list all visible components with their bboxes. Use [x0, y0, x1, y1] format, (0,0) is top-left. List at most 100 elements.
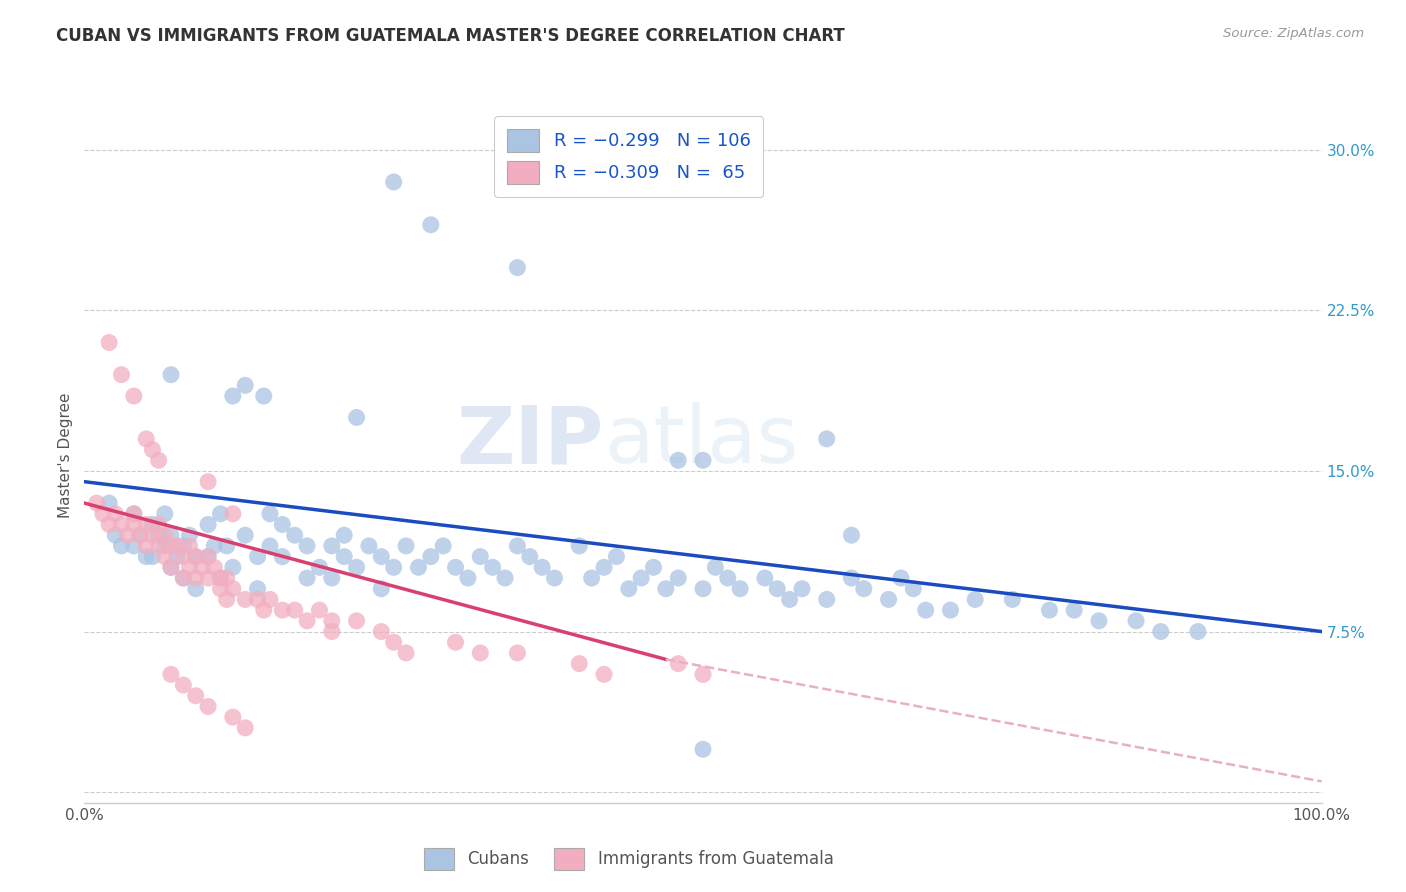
Point	[395, 539, 418, 553]
Point	[346, 614, 368, 628]
Point	[717, 571, 740, 585]
Point	[903, 582, 925, 596]
Point	[617, 582, 640, 596]
Point	[191, 560, 214, 574]
Point	[184, 549, 207, 564]
Point	[506, 260, 529, 275]
Point	[91, 507, 114, 521]
Point	[333, 528, 356, 542]
Point	[321, 624, 343, 639]
Point	[197, 549, 219, 564]
Point	[877, 592, 900, 607]
Point	[197, 517, 219, 532]
Point	[531, 560, 554, 574]
Point	[172, 678, 194, 692]
Point	[253, 389, 276, 403]
Point	[215, 592, 238, 607]
Point	[259, 539, 281, 553]
Point	[295, 539, 318, 553]
Point	[222, 507, 245, 521]
Point	[153, 539, 176, 553]
Point	[135, 549, 157, 564]
Point	[209, 571, 232, 585]
Point	[666, 657, 689, 671]
Point	[965, 592, 987, 607]
Point	[444, 635, 467, 649]
Point	[253, 603, 276, 617]
Point	[98, 517, 121, 532]
Point	[172, 539, 194, 553]
Point	[160, 528, 183, 542]
Point	[382, 635, 405, 649]
Point	[370, 549, 392, 564]
Point	[197, 549, 219, 564]
Point	[346, 410, 368, 425]
Point	[135, 539, 157, 553]
Point	[321, 571, 343, 585]
Point	[271, 603, 294, 617]
Point	[308, 560, 330, 574]
Point	[284, 528, 307, 542]
Point	[1187, 624, 1209, 639]
Point	[148, 517, 170, 532]
Point	[568, 657, 591, 671]
Point	[172, 571, 194, 585]
Point	[939, 603, 962, 617]
Point	[172, 571, 194, 585]
Point	[666, 453, 689, 467]
Point	[184, 582, 207, 596]
Point	[470, 549, 492, 564]
Point	[728, 582, 751, 596]
Point	[841, 528, 863, 542]
Point	[841, 571, 863, 585]
Point	[1125, 614, 1147, 628]
Point	[506, 646, 529, 660]
Point	[246, 592, 269, 607]
Point	[333, 549, 356, 564]
Point	[655, 582, 678, 596]
Point	[160, 667, 183, 681]
Point	[153, 549, 176, 564]
Point	[135, 432, 157, 446]
Point	[1150, 624, 1173, 639]
Point	[419, 218, 441, 232]
Text: CUBAN VS IMMIGRANTS FROM GUATEMALA MASTER'S DEGREE CORRELATION CHART: CUBAN VS IMMIGRANTS FROM GUATEMALA MASTE…	[56, 27, 845, 45]
Point	[593, 560, 616, 574]
Point	[481, 560, 503, 574]
Point	[197, 571, 219, 585]
Point	[209, 582, 232, 596]
Point	[419, 549, 441, 564]
Point	[141, 528, 163, 542]
Point	[766, 582, 789, 596]
Point	[1001, 592, 1024, 607]
Point	[110, 517, 132, 532]
Point	[506, 539, 529, 553]
Point	[104, 507, 127, 521]
Point	[704, 560, 727, 574]
Point	[308, 603, 330, 617]
Point	[432, 539, 454, 553]
Point	[852, 582, 875, 596]
Point	[148, 453, 170, 467]
Point	[141, 549, 163, 564]
Point	[179, 560, 201, 574]
Point	[153, 528, 176, 542]
Point	[470, 646, 492, 660]
Point	[1063, 603, 1085, 617]
Point	[141, 517, 163, 532]
Point	[1088, 614, 1111, 628]
Point	[692, 742, 714, 756]
Point	[914, 603, 936, 617]
Point	[197, 475, 219, 489]
Point	[104, 528, 127, 542]
Point	[246, 582, 269, 596]
Point	[790, 582, 813, 596]
Point	[643, 560, 665, 574]
Point	[246, 549, 269, 564]
Point	[117, 528, 139, 542]
Point	[370, 624, 392, 639]
Point	[179, 539, 201, 553]
Point	[581, 571, 603, 585]
Point	[98, 335, 121, 350]
Point	[184, 549, 207, 564]
